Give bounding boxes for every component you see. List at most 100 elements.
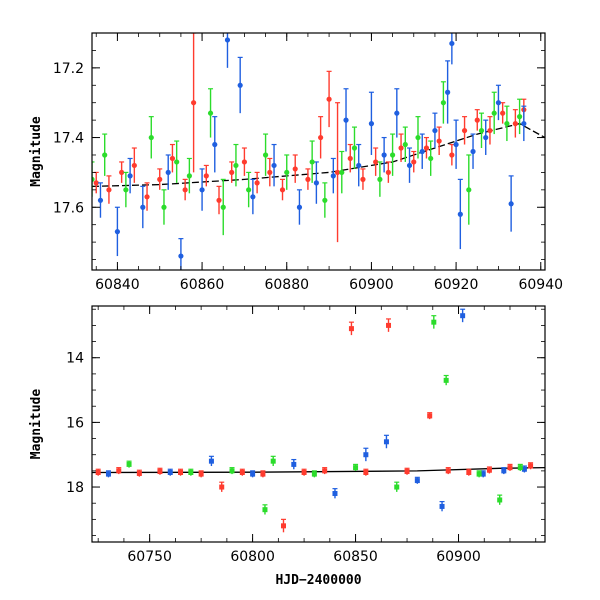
data-point: [144, 182, 150, 211]
y-tick-label: 17.2: [53, 61, 84, 77]
x-tick-label: 60920: [434, 277, 479, 293]
data-point: [174, 140, 180, 183]
data-point: [487, 116, 493, 145]
data-point: [224, 33, 231, 68]
x-tick-label: 60800: [230, 549, 275, 565]
data-point: [199, 168, 205, 211]
data-point: [427, 412, 433, 420]
data-point: [322, 467, 328, 475]
data-point: [521, 105, 527, 142]
data-point: [220, 178, 226, 236]
data-point: [381, 136, 387, 173]
data-point: [507, 463, 513, 471]
x-tick-label: 60900: [349, 277, 394, 293]
data-point: [97, 182, 104, 218]
x-axis-title: HJD−2400000: [275, 573, 361, 588]
x-tick-label: 60940: [518, 277, 563, 293]
data-point: [394, 481, 400, 492]
data-point: [457, 178, 463, 250]
data-point: [250, 470, 256, 478]
data-point: [411, 150, 417, 173]
data-point: [182, 178, 188, 201]
data-point: [126, 460, 132, 468]
data-point: [486, 466, 492, 474]
data-point: [460, 308, 466, 323]
data-point: [241, 147, 248, 176]
data-point: [347, 143, 353, 173]
data-point: [351, 126, 358, 169]
data-point: [237, 56, 243, 114]
axes-frame: [91, 305, 546, 543]
x-tick-label: 60860: [180, 277, 225, 293]
data-point: [208, 455, 214, 467]
data-point: [296, 189, 303, 225]
data-point: [383, 434, 389, 449]
data-point: [445, 467, 451, 475]
y-tick-label: 17.4: [53, 131, 84, 147]
data-point: [148, 116, 154, 159]
axes-frame: [91, 32, 546, 271]
data-point: [123, 171, 129, 208]
data-point: [389, 133, 396, 176]
data-point: [478, 112, 485, 149]
data-point: [508, 175, 514, 232]
data-point: [415, 116, 421, 159]
data-point: [313, 161, 319, 204]
bottom-panel: 60750 60800 60850 60900 14 16 18 Magnitude HJD−2…: [29, 305, 546, 588]
data-point: [466, 154, 472, 225]
data-point: [363, 447, 369, 462]
data-point: [262, 504, 268, 515]
data-point: [516, 98, 523, 135]
data-point: [353, 463, 359, 471]
data-point: [449, 33, 455, 65]
y-tick-label: 17.6: [53, 200, 84, 216]
plot-area: [92, 308, 545, 533]
data-point: [167, 468, 173, 476]
data-point: [116, 467, 122, 475]
data-point: [239, 468, 245, 476]
data-point: [203, 164, 209, 187]
data-point: [102, 133, 108, 176]
data-point: [431, 315, 437, 329]
data-point: [517, 463, 523, 471]
data-point: [229, 161, 235, 183]
data-point: [330, 157, 336, 194]
top-panel: 60840 60860 60880 60900 60920 60940 17.2 17.4 17…: [29, 32, 563, 293]
data-point: [127, 157, 133, 194]
data-point: [157, 467, 163, 475]
data-point: [461, 116, 468, 145]
data-point: [188, 468, 194, 476]
data-point: [254, 171, 260, 194]
data-point: [106, 175, 112, 204]
data-point: [301, 468, 307, 476]
data-point: [207, 88, 214, 138]
x-tick-label: 60850: [333, 549, 378, 565]
data-point: [360, 168, 366, 190]
x-tick-label: 60750: [127, 549, 172, 565]
data-point: [198, 470, 204, 478]
data-point: [305, 168, 311, 190]
data-point: [140, 185, 146, 229]
data-point: [161, 189, 167, 225]
data-point: [322, 182, 328, 218]
y-axis-title: Magnitude: [29, 389, 44, 460]
data-point: [229, 467, 235, 475]
y-axis-title: Magnitude: [29, 116, 44, 187]
data-point: [428, 140, 434, 176]
plot-area: [92, 33, 545, 270]
data-point: [497, 494, 503, 505]
data-point: [279, 178, 286, 201]
data-point: [386, 318, 392, 332]
data-point: [157, 168, 163, 190]
data-point: [250, 178, 256, 215]
data-point: [436, 126, 442, 155]
data-point: [186, 157, 192, 194]
data-point: [119, 161, 125, 183]
data-point: [267, 157, 273, 187]
data-point: [284, 154, 290, 190]
data-point: [343, 88, 349, 152]
data-point: [501, 467, 507, 475]
data-point: [105, 470, 111, 478]
data-point: [262, 133, 269, 176]
data-point: [136, 469, 142, 477]
